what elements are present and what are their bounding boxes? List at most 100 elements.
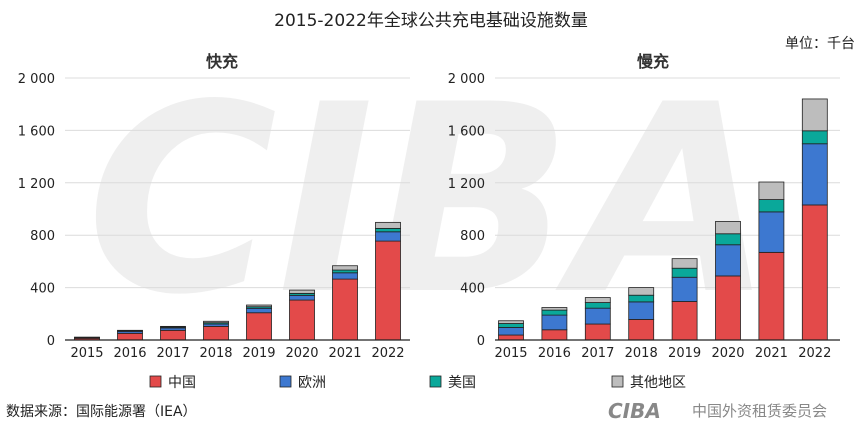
legend-swatch	[149, 375, 162, 388]
bar-segment-欧洲-2020	[715, 244, 741, 277]
bar-segment-美国-2021	[758, 199, 785, 213]
bar-segment-其他地区-2021	[332, 265, 358, 271]
bar-segment-欧洲-2022	[801, 143, 828, 206]
bar-segment-欧洲-2017	[584, 307, 611, 325]
legend-swatch	[279, 375, 292, 388]
bar-segment-中国-2015	[498, 334, 524, 341]
bar-segment-其他地区-2019	[246, 304, 272, 308]
bar-segment-中国-2019	[671, 301, 698, 341]
watermark-text: CIBA	[87, 50, 774, 352]
legend-item-美国: 美国	[429, 375, 476, 391]
bar-segment-其他地区-2020	[715, 221, 741, 235]
bar-segment-中国-2022	[375, 240, 401, 341]
bar-segment-美国-2015	[498, 323, 524, 328]
legend-item-中国: 中国	[149, 375, 196, 391]
y-tick-label: 0	[47, 334, 55, 349]
bar-segment-其他地区-2022	[375, 221, 401, 229]
bar-segment-中国-2019	[246, 312, 272, 341]
bar-segment-其他地区-2017	[160, 325, 186, 328]
subchart-fast: 0 400 800 1 200 1 600 2 000 2015 2016 2017 2018 20…	[18, 72, 410, 361]
bar-segment-中国-2020	[289, 299, 315, 341]
bar-segment-美国-2016	[541, 309, 568, 316]
bar-segment-欧洲-2021	[758, 211, 785, 253]
y-tick-label: 1 200	[18, 177, 55, 192]
legend-swatch	[429, 375, 442, 388]
y-tick-label: 0	[477, 334, 485, 349]
bar-segment-欧洲-2019	[246, 307, 272, 314]
y-tick-label: 400	[30, 282, 55, 297]
bar-segment-中国-2021	[758, 251, 785, 341]
bar-segment-欧洲-2019	[671, 276, 698, 302]
legend-label: 美国	[448, 375, 476, 391]
source-note: 数据来源：国际能源署（IEA）	[6, 404, 197, 420]
y-tick-label: 800	[460, 229, 485, 244]
x-tick-label: 2021	[755, 346, 788, 361]
y-tick-label: 2 000	[18, 72, 55, 87]
y-tick-label: 1 600	[18, 124, 55, 139]
bar-segment-中国-2016	[541, 329, 568, 341]
legend-item-欧洲: 欧洲	[279, 375, 326, 391]
x-tick-label: 2017	[581, 346, 614, 361]
watermark: CIBA	[87, 50, 774, 352]
bar-segment-其他地区-2015	[498, 320, 524, 324]
bar-segment-其他地区-2016	[117, 329, 143, 332]
x-tick-label: 2019	[668, 346, 701, 361]
x-tick-label: 2016	[113, 346, 146, 361]
x-tick-label: 2018	[199, 346, 232, 361]
bar-segment-美国-2020	[715, 233, 741, 246]
ciba-logo: CIBA 中国外资租赁委员会	[608, 399, 827, 423]
bar-segment-欧洲-2016	[541, 314, 568, 331]
x-tick-label: 2015	[494, 346, 527, 361]
x-tick-label: 2022	[798, 346, 831, 361]
bar-segment-其他地区-2018	[203, 320, 229, 324]
bar-segment-中国-2016	[117, 332, 143, 341]
bar-segment-欧洲-2022	[375, 231, 401, 242]
logo-name: 中国外资租赁委员会	[692, 402, 827, 420]
bar-segment-其他地区-2015	[74, 336, 100, 339]
bar-segment-美国-2019	[671, 267, 698, 278]
subchart-title-fast: 快充	[206, 52, 238, 71]
bar-segment-中国-2017	[584, 323, 611, 341]
bar-segment-中国-2018	[628, 319, 655, 341]
bar-segment-美国-2021	[332, 269, 358, 274]
legend-label: 其他地区	[630, 375, 686, 391]
legend: 中国 欧洲 美国 其他地区	[149, 375, 686, 391]
bar-segment-其他地区-2018	[628, 287, 655, 296]
bar-segment-中国-2018	[203, 325, 229, 341]
bar-segment-欧洲-2015	[498, 327, 524, 336]
legend-item-其他地区: 其他地区	[611, 375, 686, 391]
y-tick-label: 2 000	[448, 72, 485, 87]
x-tick-label: 2022	[371, 346, 404, 361]
x-tick-label: 2020	[711, 346, 744, 361]
x-tick-label: 2018	[625, 346, 658, 361]
legend-label: 中国	[168, 375, 196, 391]
chart-title: 2015-2022年全球公共充电基础设施数量	[274, 11, 588, 31]
y-tick-label: 1 600	[448, 124, 485, 139]
bar-segment-中国-2017	[160, 329, 186, 341]
legend-swatch	[611, 375, 624, 388]
bar-segment-中国-2022	[801, 204, 828, 341]
subchart-slow: 0 400 800 1 200 1 600 2 000 2015 2016 2017 2018 20…	[448, 72, 840, 361]
bar-segment-美国-2022	[801, 130, 828, 145]
bar-segment-其他地区-2022	[801, 98, 828, 132]
x-tick-label: 2021	[328, 346, 361, 361]
bar-segment-其他地区-2019	[671, 258, 698, 269]
logo-mark: CIBA	[608, 399, 661, 423]
x-tick-label: 2020	[285, 346, 318, 361]
subchart-title-slow: 慢充	[637, 52, 669, 71]
y-tick-label: 1 200	[448, 177, 485, 192]
unit-label: 单位：千台	[785, 36, 855, 52]
y-tick-label: 800	[30, 229, 55, 244]
bar-segment-其他地区-2021	[758, 181, 785, 200]
bar-segment-美国-2018	[628, 294, 655, 303]
bar-segment-欧洲-2020	[289, 294, 315, 301]
x-tick-label: 2017	[156, 346, 189, 361]
bar-segment-其他地区-2020	[289, 289, 315, 294]
bar-segment-中国-2021	[332, 278, 358, 341]
x-tick-label: 2019	[242, 346, 275, 361]
y-tick-label: 400	[460, 282, 485, 297]
bar-segment-欧洲-2018	[628, 301, 655, 320]
x-tick-label: 2015	[70, 346, 103, 361]
